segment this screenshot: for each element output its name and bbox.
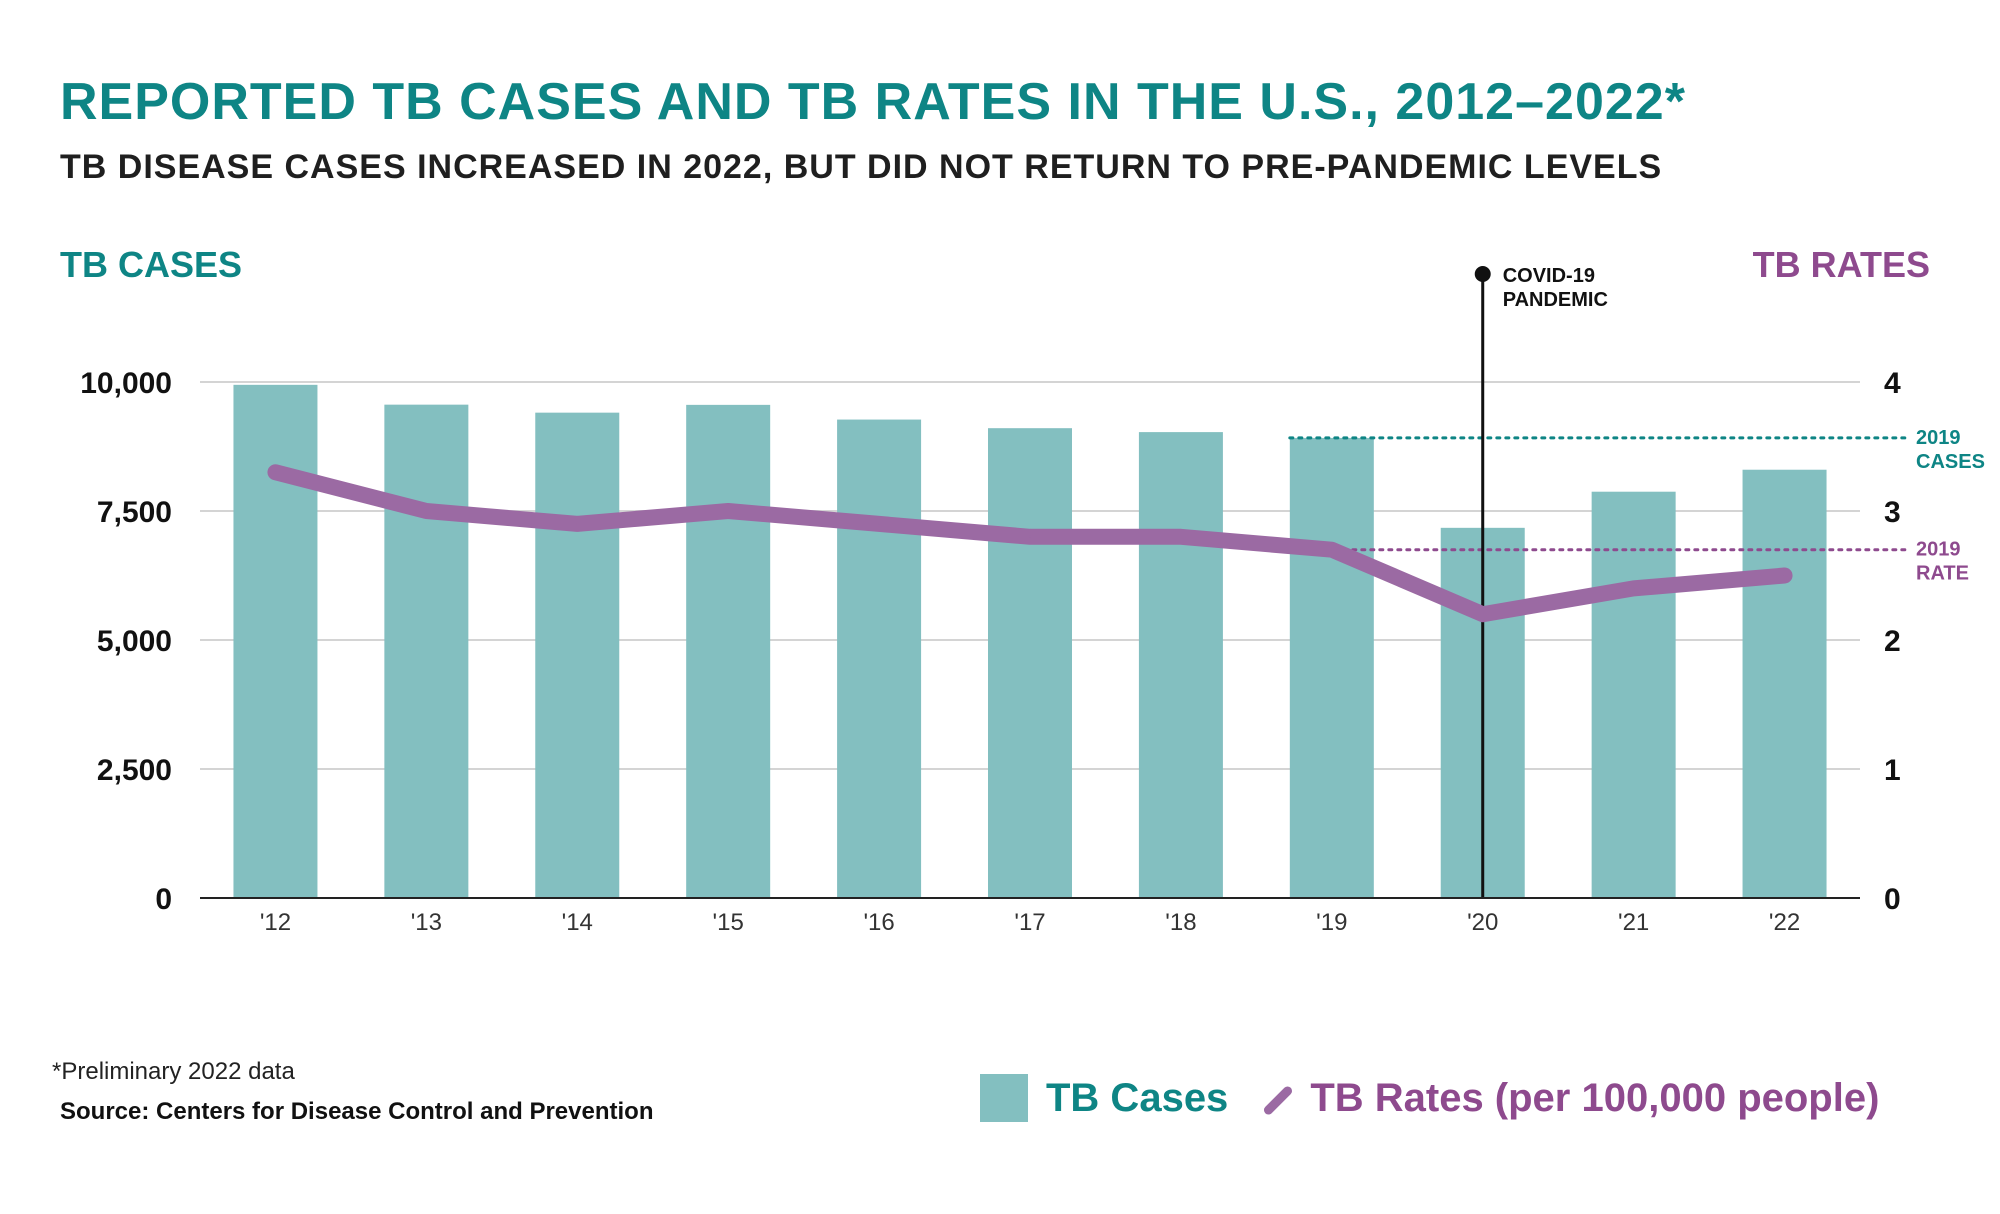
legend-swatch-rates [1258, 1072, 1292, 1124]
line-tb-rates [267, 464, 1793, 623]
y-left-tick-label: 0 [155, 883, 172, 916]
point-tb-rate [727, 510, 730, 512]
bar-tb-cases [384, 404, 469, 898]
point-tb-rate [274, 471, 277, 474]
x-tick-label: '12 [260, 909, 291, 936]
event-marker-label: PANDEMIC [1503, 289, 1608, 311]
bar-tb-cases [1289, 437, 1374, 898]
reference-line-label: RATE [1916, 563, 1969, 585]
x-tick-label: '16 [863, 909, 894, 936]
point-tb-rate [1783, 574, 1786, 577]
legend-label-cases: TB Cases [1046, 1075, 1229, 1120]
y-right-axis-title: TB RATES [1752, 244, 1930, 285]
y-left-axis-title: TB CASES [60, 244, 243, 285]
bar-tb-cases [1591, 491, 1676, 898]
y-left-tick-label: 5,000 [97, 625, 172, 658]
footnote: *Preliminary 2022 data [52, 1058, 295, 1085]
bar-tb-cases [988, 428, 1072, 898]
event-marker-label: COVID-19 [1503, 265, 1595, 287]
x-tick-label: '22 [1769, 909, 1800, 936]
y-right-tick-label: 0 [1884, 883, 1901, 916]
y-left-tick-label: 7,500 [97, 496, 172, 529]
event-marker-dot [1474, 266, 1491, 282]
bar-tb-cases [686, 404, 771, 898]
bars-tb-cases [233, 384, 1827, 898]
chart-title: REPORTED TB CASES AND TB RATES IN THE U.… [60, 73, 1686, 131]
y-right-tick-label: 4 [1884, 367, 1901, 400]
point-tb-rate [1330, 548, 1333, 551]
legend-swatch-cases [980, 1074, 1028, 1122]
reference-line-label: 2019 [1916, 539, 1961, 561]
x-tick-label: '13 [411, 909, 442, 936]
legend: TB Cases TB Rates (per 100,000 people) [980, 1072, 1879, 1124]
x-tick-label: '18 [1165, 909, 1196, 936]
point-tb-rate [878, 522, 881, 525]
point-tb-rate [1179, 535, 1182, 538]
bar-tb-cases [1138, 432, 1223, 898]
y-right-tick-label: 2 [1884, 625, 1901, 658]
bar-tb-cases [535, 412, 620, 898]
bar-tb-cases [1742, 469, 1827, 898]
point-tb-rate [425, 510, 428, 512]
point-tb-rate [1029, 535, 1031, 538]
reference-line-label: CASES [1916, 451, 1985, 473]
bar-tb-cases [837, 419, 922, 898]
y-right-tick-label: 1 [1884, 754, 1901, 787]
y-left-tick-label: 2,500 [97, 754, 172, 787]
x-tick-label: '21 [1618, 909, 1649, 936]
chart-subtitle: TB DISEASE CASES INCREASED IN 2022, BUT … [60, 148, 1663, 186]
x-tick-label: '15 [713, 909, 744, 936]
reference-line-label: 2019 [1916, 427, 1961, 449]
y-right-tick-label: 3 [1884, 496, 1901, 529]
x-tick-label: '19 [1316, 909, 1347, 936]
bar-tb-cases [233, 384, 318, 898]
y-left-tick-label: 10,000 [80, 367, 172, 400]
axes: 0 2,500 5,000 7,500 10,000 0 1 2 3 4 '12 '13 '14 '15 '… [80, 367, 1901, 936]
legend-label-rates: TB Rates (per 100,000 people) [1310, 1075, 1880, 1120]
x-tick-label: '14 [562, 909, 593, 936]
point-tb-rate [1481, 613, 1484, 616]
point-tb-rate [576, 522, 579, 525]
x-tick-label: '20 [1467, 909, 1498, 936]
source-note: Source: Centers for Disease Control and … [60, 1098, 654, 1125]
point-tb-rate [1632, 587, 1635, 590]
x-tick-label: '17 [1014, 909, 1045, 936]
